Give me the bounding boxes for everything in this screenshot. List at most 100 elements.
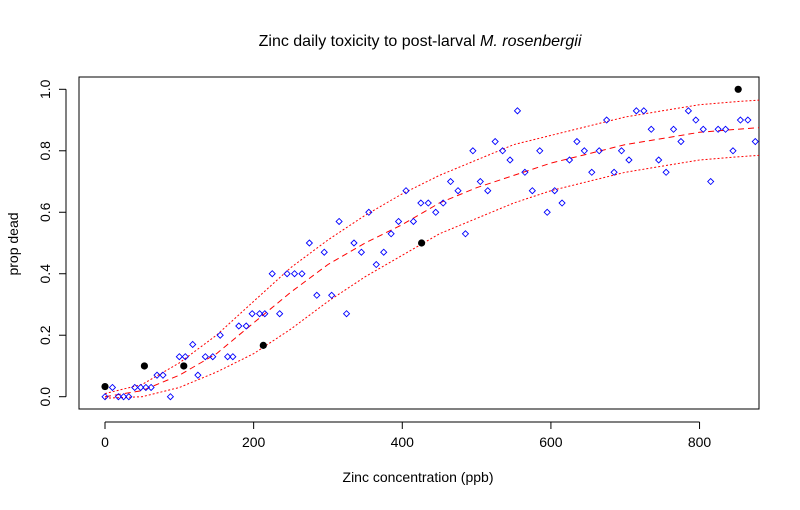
simulated-point [417,199,425,207]
simulated-point [498,147,507,155]
simulated-point [669,125,678,133]
x-tick-label: 800 [688,434,712,450]
simulated-point [484,187,492,195]
observed-point [259,341,267,349]
simulated-point [283,270,291,278]
observed-point [101,382,109,391]
simulated-point [276,310,284,318]
simulated-point [380,248,388,256]
curve-group [104,99,759,399]
simulated-point [662,168,670,176]
simulated-point [268,270,276,278]
x-tick-label: 200 [242,434,266,450]
simulated-point [506,156,514,164]
simulated-point [603,116,611,124]
simulated-point [655,156,663,164]
chart-title-species: M. rosenbergii [480,33,582,50]
simulated-point [721,125,730,133]
simulated-point [201,353,209,361]
axes-group: 0 200 400 600 800 0.0 0.2 0.4 0.6 0.8 1.0 [37,79,711,450]
simulated-point [209,353,217,361]
simulated-point [125,393,133,401]
simulated-point [751,137,759,146]
simulated-point [402,187,410,195]
observed-point [734,85,742,93]
y-axis-label: prop dead [5,212,21,275]
y-tick-label: 1.0 [37,79,53,99]
simulated-point [617,147,626,155]
simulated-point [707,177,715,186]
simulated-point [394,217,403,226]
simulated-point [313,291,321,299]
simulated-point [446,177,455,186]
simulated-point [147,383,155,392]
simulated-point [595,147,603,155]
lower-band-line [104,154,759,399]
simulated-point [290,270,299,278]
simulated-point [469,147,477,155]
points-group [101,85,759,401]
simulated-point [320,248,328,256]
y-tick-label: 0.8 [37,141,53,161]
simulated-point [137,383,145,392]
simulated-point [175,353,183,361]
x-tick-label: 400 [391,434,415,450]
simulated-point [714,125,722,133]
simulated-point [357,248,366,256]
simulated-point [153,371,161,379]
simulated-point [216,331,224,339]
upper-band-line [104,99,759,395]
simulated-point [194,371,202,379]
simulated-point [142,383,150,392]
simulated-point [513,107,522,115]
simulated-point [350,239,358,247]
simulated-point [108,383,117,392]
simulated-point [692,116,700,124]
simulated-point [439,199,447,207]
observed-point [140,362,148,370]
simulated-point [229,353,237,361]
simulated-point [372,260,380,269]
simulated-point [101,393,109,401]
chart-title: Zinc daily toxicity to post-larval M. ro… [259,33,582,50]
simulated-point [261,310,269,318]
observed-point [418,239,426,247]
simulated-point [729,147,737,155]
fitted-curve-line [104,127,759,398]
observed-point [180,362,188,370]
y-tick-label: 0.4 [37,264,53,284]
simulated-point [159,371,167,379]
simulated-point [565,156,574,164]
simulated-point [181,353,189,361]
simulated-point [248,310,256,318]
simulated-point [223,353,232,361]
simulated-point [558,199,566,207]
simulated-point [432,208,440,216]
simulated-point [588,168,596,176]
simulated-point [409,217,418,226]
simulated-point [647,125,655,133]
simulated-point [625,156,633,164]
simulated-point [580,147,588,155]
simulated-point [677,137,685,146]
simulated-point [744,116,752,124]
simulated-point [387,230,395,238]
simulated-point [536,147,544,155]
y-tick-label: 0.2 [37,325,53,345]
simulated-point [461,230,470,238]
simulated-point [610,168,618,176]
simulated-point [573,137,581,146]
simulated-point [528,187,536,195]
simulated-point [189,340,197,349]
simulated-point [131,383,139,392]
plot-frame [78,76,760,410]
simulated-point [699,125,707,133]
simulated-point [335,217,343,226]
chart-title-prefix: Zinc daily toxicity to post-larval [259,33,480,50]
simulated-point [119,393,128,401]
simulated-point [235,322,243,330]
simulated-point [491,137,499,146]
simulated-point [640,107,648,115]
